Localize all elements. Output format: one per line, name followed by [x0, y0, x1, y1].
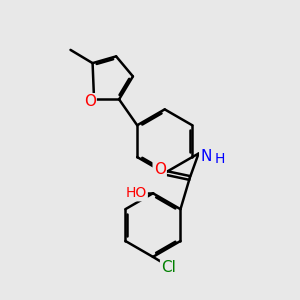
Text: Cl: Cl: [161, 260, 176, 275]
Text: H: H: [214, 152, 225, 166]
Text: N: N: [200, 149, 211, 164]
Text: O: O: [154, 162, 166, 177]
Text: HO: HO: [125, 186, 147, 200]
Text: O: O: [84, 94, 96, 109]
